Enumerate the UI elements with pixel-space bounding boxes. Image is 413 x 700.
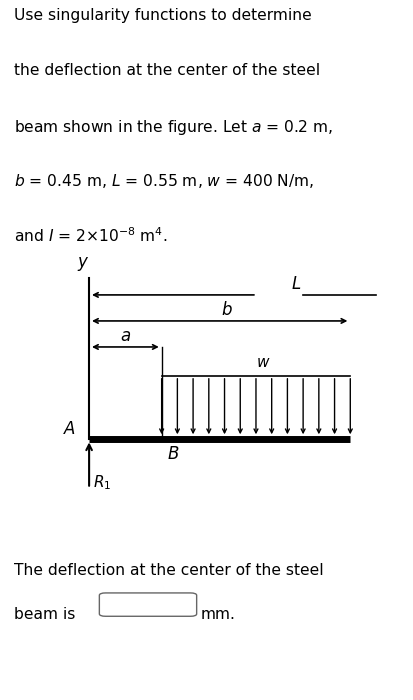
Text: $L$: $L$ <box>290 276 300 293</box>
FancyBboxPatch shape <box>99 593 196 616</box>
Text: mm.: mm. <box>200 607 235 622</box>
Text: and $I$ = 2$\times$10$^{-8}$ m$^{4}$.: and $I$ = 2$\times$10$^{-8}$ m$^{4}$. <box>14 227 168 246</box>
Text: $B$: $B$ <box>167 445 179 463</box>
Text: $a$: $a$ <box>119 327 131 344</box>
Text: beam shown in the figure. Let $a$ = 0.2 m,: beam shown in the figure. Let $a$ = 0.2 … <box>14 118 333 136</box>
Text: $R_1$: $R_1$ <box>93 473 112 492</box>
Text: $A$: $A$ <box>62 420 76 438</box>
Text: the deflection at the center of the steel: the deflection at the center of the stee… <box>14 63 320 78</box>
Text: $w$: $w$ <box>255 354 270 370</box>
Text: $y$: $y$ <box>77 256 90 273</box>
Text: Use singularity functions to determine: Use singularity functions to determine <box>14 8 311 23</box>
Text: $b$ = 0.45 m, $L$ = 0.55 m, $w$ = 400 N/m,: $b$ = 0.45 m, $L$ = 0.55 m, $w$ = 400 N/… <box>14 172 314 190</box>
Text: $b$: $b$ <box>221 300 232 318</box>
Text: The deflection at the center of the steel: The deflection at the center of the stee… <box>14 563 323 578</box>
Text: beam is: beam is <box>14 607 76 622</box>
